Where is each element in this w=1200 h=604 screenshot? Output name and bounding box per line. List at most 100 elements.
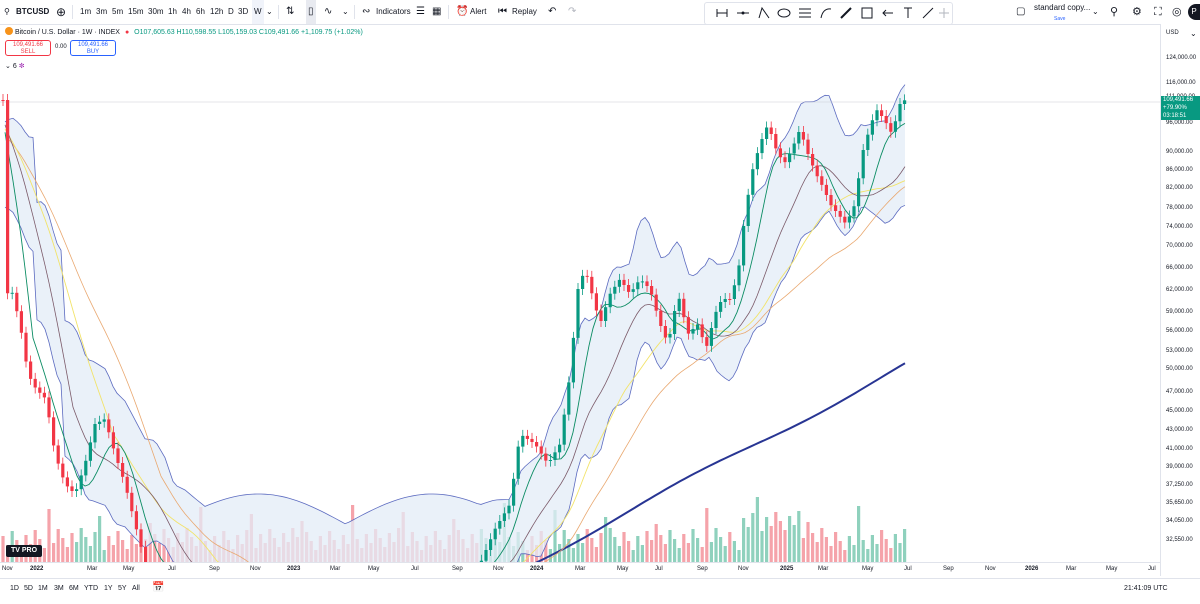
indicators-button[interactable]: Indicators [376, 7, 411, 16]
curve-icon[interactable] [819, 6, 833, 20]
trend-line-icon[interactable] [921, 6, 935, 20]
chevron-down-icon[interactable]: ⌄ [1092, 7, 1099, 16]
rectangle-icon[interactable] [860, 6, 874, 20]
range-button-1m[interactable]: 1M [38, 585, 48, 592]
price-axis-label: 32,550.00 [1166, 537, 1193, 543]
indicators-icon[interactable]: ∾ [362, 6, 371, 17]
candle-body [6, 100, 10, 294]
candle-body [875, 110, 879, 121]
replay-icon[interactable]: ⏮ [498, 6, 507, 17]
chevron-down-icon[interactable]: ⌄ [266, 7, 273, 16]
range-button-5d[interactable]: 5D [24, 585, 33, 592]
interval-d[interactable]: D [228, 7, 234, 16]
search-icon[interactable]: ⚲ [1110, 6, 1119, 18]
candle-body [847, 216, 851, 223]
chart-title[interactable]: Bitcoin / U.S. Dollar · 1W · INDEX [14, 29, 120, 36]
candles-icon[interactable]: ▯ [306, 0, 316, 24]
interval-6h[interactable]: 6h [196, 7, 205, 16]
range-button-6m[interactable]: 6M [69, 585, 79, 592]
candle-body [576, 289, 580, 338]
horizontal-ray-icon[interactable] [715, 6, 729, 20]
time-axis[interactable] [0, 562, 1160, 577]
fullscreen-icon[interactable]: ⛶ [1154, 6, 1162, 18]
divider [354, 5, 355, 19]
candle-body [857, 178, 861, 207]
chevron-down-icon[interactable]: ⌄ [1190, 29, 1197, 38]
symbol-button[interactable]: BTCUSD [16, 7, 50, 16]
layouts-icon[interactable]: ▦ [432, 6, 442, 17]
bar-style-icon[interactable]: ⇅ [286, 6, 295, 17]
replay-button[interactable]: Replay [512, 7, 537, 16]
interval-15m[interactable]: 15m [128, 7, 144, 16]
interval-3m[interactable]: 3m [96, 7, 108, 16]
candle-body [502, 513, 506, 521]
text-tool-icon[interactable] [901, 6, 915, 20]
range-button-3m[interactable]: 3M [54, 585, 64, 592]
candle-body [622, 279, 626, 285]
volume-bar [847, 536, 851, 562]
indicator-settings-icon[interactable]: ✼ [18, 63, 25, 70]
range-button-1y[interactable]: 1Y [104, 585, 113, 592]
line-chart-icon[interactable]: ∿ [324, 6, 333, 17]
symbol-search-icon[interactable]: ⚲ [4, 7, 10, 16]
range-button-ytd[interactable]: YTD [84, 585, 98, 592]
ellipse-icon[interactable] [777, 6, 791, 20]
sell-button[interactable]: 109,491.66 SELL [5, 40, 51, 56]
templates-icon[interactable]: ☰ [416, 6, 425, 17]
interval-30m[interactable]: 30m [148, 7, 164, 16]
volume-bar [755, 497, 759, 562]
date-range-calendar-icon[interactable]: 📅 [152, 582, 165, 593]
price-chart[interactable] [0, 24, 1160, 562]
range-button-all[interactable]: All [132, 585, 140, 592]
brush-icon[interactable] [839, 6, 853, 20]
layout-name-button[interactable]: standard copy... [1034, 3, 1091, 12]
indicators-toggle[interactable]: ⌄ 6 ✼ [5, 62, 25, 70]
redo-icon[interactable]: ↷ [568, 6, 577, 17]
candle-body [838, 211, 842, 217]
candle-body [56, 445, 60, 464]
range-button-5y[interactable]: 5Y [118, 585, 127, 592]
interval-4h[interactable]: 4h [182, 7, 191, 16]
eye-icon[interactable]: ● [124, 29, 130, 36]
volume-bar [75, 542, 79, 562]
volume-bar [125, 549, 129, 562]
range-button-1d[interactable]: 1D [10, 585, 19, 592]
candle-body [539, 446, 543, 454]
interval-12h[interactable]: 12h [210, 7, 224, 16]
camera-icon[interactable]: ◎ [1172, 6, 1182, 18]
triangle-pattern-icon[interactable] [757, 6, 771, 20]
chevron-down-icon[interactable]: ⌄ [342, 7, 349, 16]
compare-plus-icon[interactable]: ⊕ [56, 5, 67, 19]
price-axis-label: 53,000.00 [1166, 348, 1193, 354]
alarm-clock-icon[interactable]: ⏰ [456, 6, 469, 17]
interval-1m[interactable]: 1m [80, 7, 92, 16]
buy-button[interactable]: 109,491.66 BUY [70, 40, 116, 56]
currency-label[interactable]: USD [1166, 30, 1179, 36]
volume-bar [558, 544, 562, 562]
clock-utc[interactable]: 21:41:09 UTC [1124, 585, 1168, 592]
price-axis-label: 39,000.00 [1166, 464, 1193, 470]
layout-icon[interactable]: ▢ [1016, 6, 1026, 17]
volume-bar [783, 530, 787, 562]
interval-w-active[interactable]: W [252, 0, 264, 24]
arrow-left-icon[interactable] [881, 6, 895, 20]
candle-body [47, 397, 51, 418]
time-axis-label: Mar [330, 566, 341, 572]
horizontal-line-icon[interactable] [736, 6, 750, 20]
chevron-down-icon[interactable]: ⌄ [5, 63, 11, 70]
interval-1h[interactable]: 1h [168, 7, 177, 16]
price-axis-label: 59,000.00 [1166, 309, 1193, 315]
undo-icon[interactable]: ↶ [548, 6, 557, 17]
volume-bar [645, 531, 649, 562]
time-axis-label: Nov [985, 566, 996, 572]
fib-retracement-icon[interactable] [798, 6, 812, 20]
avatar[interactable]: P [1188, 4, 1200, 20]
alert-button[interactable]: Alert [470, 7, 487, 16]
settings-gear-icon[interactable]: ⚙ [1132, 6, 1142, 18]
interval-5m[interactable]: 5m [112, 7, 124, 16]
crosshair-icon[interactable] [937, 6, 951, 20]
candle-body [553, 452, 557, 460]
interval-3d[interactable]: 3D [238, 7, 249, 16]
time-axis-label: Nov [738, 566, 749, 572]
layout-save-status[interactable]: Save [1054, 16, 1066, 22]
